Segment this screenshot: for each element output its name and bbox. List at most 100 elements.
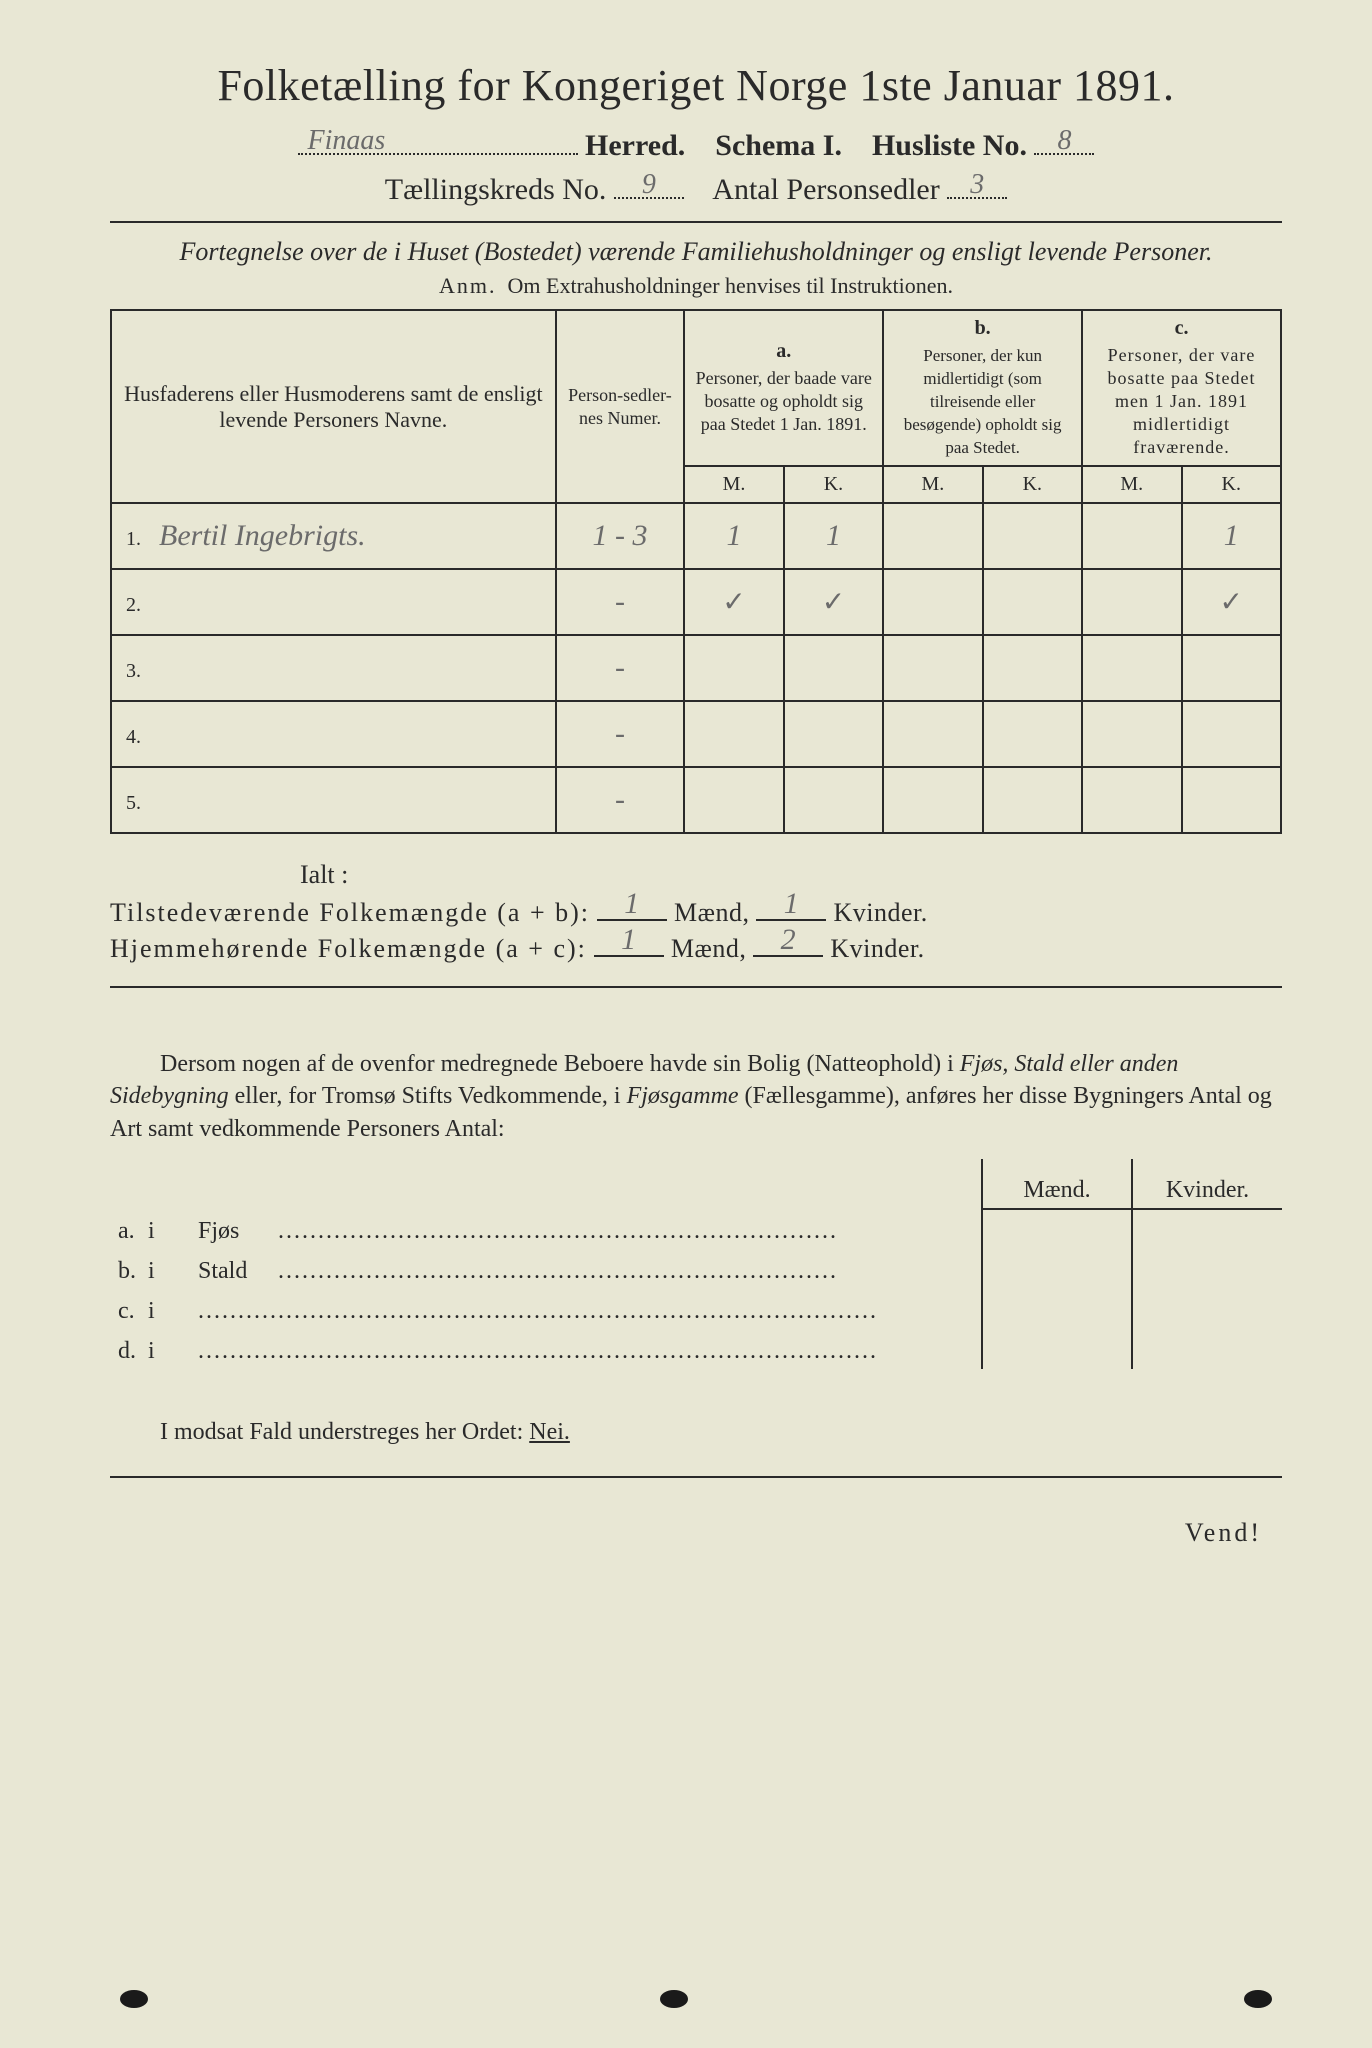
sum1-k-field: 1	[756, 919, 826, 921]
ob-m	[982, 1289, 1132, 1329]
sum1-label: Tilstedeværende Folkemængde (a + b):	[110, 898, 590, 927]
kreds-field: 9	[614, 197, 684, 199]
table-row: 3. -	[111, 635, 1281, 701]
hdr-name: Husfaderens eller Husmoderens samt de en…	[111, 310, 556, 503]
cell-num: -	[556, 701, 685, 767]
cell-c-k	[1182, 701, 1282, 767]
outbuilding-table: Mænd. Kvinder. a.iFjøsb.iStaldc.id.i	[110, 1159, 1282, 1369]
ob-k	[1132, 1209, 1282, 1249]
cell-a-k	[784, 635, 883, 701]
cell-name: 5.	[111, 767, 556, 833]
herred-value: Finaas	[308, 125, 386, 157]
cell-b-k	[983, 635, 1082, 701]
hdr-num: Person-sedler-nes Numer.	[556, 310, 685, 503]
ob-m	[982, 1209, 1132, 1249]
cell-a-m	[684, 767, 783, 833]
line-herred: Finaas Herred. Schema I. Husliste No. 8	[110, 129, 1282, 163]
sum2-m-field: 1	[594, 955, 664, 957]
cell-b-k	[983, 701, 1082, 767]
ob-label: c.i	[110, 1289, 982, 1329]
kreds-label: Tællingskreds No.	[385, 173, 607, 206]
cell-a-m	[684, 701, 783, 767]
cell-c-m	[1082, 767, 1181, 833]
hole-mid	[660, 1990, 688, 2008]
outbuilding-row: d.i	[110, 1329, 1282, 1369]
line-kreds: Tællingskreds No. 9 Antal Personsedler 3	[110, 173, 1282, 207]
sum2-k-field: 2	[753, 955, 823, 957]
ob-k	[1132, 1249, 1282, 1289]
cell-c-k: 1	[1182, 503, 1282, 569]
table-row: 4. -	[111, 701, 1281, 767]
anm-label: Anm.	[439, 273, 497, 298]
cell-c-k	[1182, 635, 1282, 701]
sum1-m-field: 1	[597, 919, 667, 921]
ob-k	[1132, 1329, 1282, 1369]
small-hdr-maend: Mænd.	[982, 1159, 1132, 1209]
divider-bottom	[110, 1476, 1282, 1478]
hdr-a: a. Personer, der baade vare bosatte og o…	[684, 310, 883, 466]
hdr-c-k: K.	[1182, 466, 1282, 503]
cell-b-k	[983, 767, 1082, 833]
cell-a-m	[684, 635, 783, 701]
cell-c-m	[1082, 503, 1181, 569]
cell-b-k	[983, 503, 1082, 569]
hole-left	[120, 1990, 148, 2008]
ob-label: a.iFjøs	[110, 1209, 982, 1249]
outbuilding-row: c.i	[110, 1289, 1282, 1329]
hdr-a-m: M.	[684, 466, 783, 503]
divider-top	[110, 221, 1282, 223]
hdr-b-k: K.	[983, 466, 1082, 503]
cell-b-m	[883, 701, 982, 767]
cell-num: -	[556, 767, 685, 833]
table-row: 5. -	[111, 767, 1281, 833]
schema-label: Schema I.	[715, 129, 842, 162]
ialt-label: Ialt :	[300, 860, 1282, 890]
cell-c-m	[1082, 569, 1181, 635]
cell-a-k: 1	[784, 503, 883, 569]
cell-num: -	[556, 569, 685, 635]
outbuilding-row: b.iStald	[110, 1249, 1282, 1289]
table-row: 1. Bertil Ingebrigts.1 - 3111	[111, 503, 1281, 569]
cell-num: -	[556, 635, 685, 701]
outbuilding-row: a.iFjøs	[110, 1209, 1282, 1249]
cell-b-k	[983, 569, 1082, 635]
sum-present: Tilstedeværende Folkemængde (a + b): 1 M…	[110, 898, 1282, 928]
ob-label: d.i	[110, 1329, 982, 1369]
cell-c-k: ✓	[1182, 569, 1282, 635]
anm-line: Anm. Om Extrahusholdninger henvises til …	[110, 273, 1282, 299]
antal-field: 3	[947, 197, 1007, 199]
hdr-b-m: M.	[883, 466, 982, 503]
husliste-field: 8	[1034, 153, 1094, 155]
herred-label: Herred.	[585, 129, 685, 162]
cell-b-m	[883, 503, 982, 569]
outbuilding-paragraph: Dersom nogen af de ovenfor medregnede Be…	[110, 1048, 1282, 1145]
sum1-m-label: Mænd,	[674, 898, 749, 927]
cell-name: 3.	[111, 635, 556, 701]
cell-b-m	[883, 569, 982, 635]
page-title: Folketælling for Kongeriget Norge 1ste J…	[110, 60, 1282, 111]
cell-a-k: ✓	[784, 569, 883, 635]
hdr-c: c. Personer, der vare bosatte paa Stedet…	[1082, 310, 1281, 466]
cell-num: 1 - 3	[556, 503, 685, 569]
anm-text: Om Extrahusholdninger henvises til Instr…	[508, 273, 953, 298]
cell-a-k	[784, 701, 883, 767]
census-table: Husfaderens eller Husmoderens samt de en…	[110, 309, 1282, 834]
cell-name: 1. Bertil Ingebrigts.	[111, 503, 556, 569]
sum2-label: Hjemmehørende Folkemængde (a + c):	[110, 934, 587, 963]
kreds-value: 9	[642, 169, 656, 201]
divider-mid	[110, 986, 1282, 988]
antal-value: 3	[970, 169, 984, 201]
cell-name: 2.	[111, 569, 556, 635]
antal-label: Antal Personsedler	[712, 173, 939, 206]
hdr-b: b. Personer, der kun midlertidigt (som t…	[883, 310, 1082, 466]
ob-k	[1132, 1289, 1282, 1329]
ob-label: b.iStald	[110, 1249, 982, 1289]
modsat-line: I modsat Fald understreges her Ordet: Ne…	[110, 1419, 1282, 1446]
cell-c-k	[1182, 767, 1282, 833]
vend-label: Vend!	[110, 1518, 1282, 1548]
sum1-k-label: Kvinder.	[833, 898, 927, 927]
cell-c-m	[1082, 701, 1181, 767]
ob-m	[982, 1329, 1132, 1369]
small-hdr-kvinder: Kvinder.	[1132, 1159, 1282, 1209]
sum2-k-label: Kvinder.	[830, 934, 924, 963]
